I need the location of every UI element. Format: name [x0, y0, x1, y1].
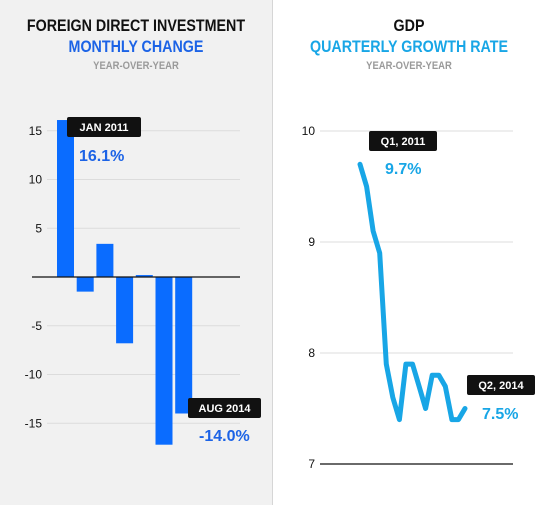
fdi-bar: [175, 277, 193, 414]
fdi-bar: [135, 275, 153, 277]
gdp-note: YEAR-OVER-YEAR: [366, 60, 452, 72]
panel-divider: [272, 0, 273, 505]
fdi-y-tick-label: -5: [31, 319, 42, 333]
gdp-callout-q1-2011-label: Q1, 2011: [381, 136, 426, 148]
fdi-callout-aug-2014: AUG 2014: [188, 398, 261, 418]
gdp-series-line: [357, 161, 468, 423]
gdp-y-tick-label: 7: [308, 457, 315, 471]
fdi-bar-chart: 15 10 5 -5 -10 -15 JAN 2011 16.1% AUG 2014 -14.0%: [25, 117, 261, 445]
fdi-callout-aug-2014-value: -14.0%: [199, 428, 250, 445]
gdp-callout-q1-2011-box: [369, 131, 437, 151]
gdp-subtitle: QUARTERLY GROWTH RATE: [309, 37, 509, 56]
fdi-y-tick-label: -10: [25, 368, 43, 382]
gdp-y-tick-label: 9: [308, 235, 315, 249]
fdi-panel: FOREIGN DIRECT INVESTMENT MONTHLY CHANGE…: [0, 0, 272, 505]
gdp-panel: GDP QUARTERLY GROWTH RATE YEAR-OVER-YEAR…: [273, 0, 545, 505]
gdp-callout-q1-2011-value: 9.7%: [385, 161, 421, 178]
fdi-callout-aug-2014-label: AUG 2014: [199, 403, 252, 415]
gdp-callout-q1-2011: Q1, 2011: [369, 131, 437, 151]
fdi-callout-jan-2011-label: JAN 2011: [80, 122, 129, 134]
fdi-bar: [96, 243, 114, 277]
gdp-callout-q2-2014-box: [467, 375, 535, 395]
fdi-title: FOREIGN DIRECT INVESTMENT: [26, 16, 246, 35]
gdp-line-chart: 10 9 8 7 Q1, 2011 9.7% Q2, 2014 7.5%: [302, 124, 535, 471]
fdi-y-tick-label: 5: [35, 221, 42, 235]
fdi-y-tick-label: 15: [29, 124, 43, 138]
fdi-subtitle: MONTHLY CHANGE: [68, 37, 204, 56]
fdi-y-tick-label: 10: [29, 173, 43, 187]
fdi-bar: [155, 277, 173, 445]
fdi-y-tick-label: -15: [25, 416, 43, 430]
fdi-callout-aug-2014-box: [188, 398, 261, 418]
fdi-callout-jan-2011-box: [67, 117, 141, 137]
gdp-callout-q2-2014-value: 7.5%: [482, 406, 518, 423]
fdi-callout-jan-2011: JAN 2011: [67, 117, 141, 137]
fdi-bar: [57, 120, 74, 278]
gdp-callout-q2-2014-label: Q2, 2014: [478, 380, 524, 392]
fdi-note: YEAR-OVER-YEAR: [93, 60, 179, 72]
gdp-y-tick-label: 8: [308, 346, 315, 360]
gdp-y-tick-label: 10: [302, 124, 316, 138]
gdp-callout-q2-2014: Q2, 2014: [467, 375, 535, 395]
gdp-title: GDP: [393, 16, 425, 35]
fdi-callout-jan-2011-value: 16.1%: [79, 148, 124, 165]
fdi-bar: [76, 277, 94, 292]
fdi-bar: [116, 277, 134, 344]
